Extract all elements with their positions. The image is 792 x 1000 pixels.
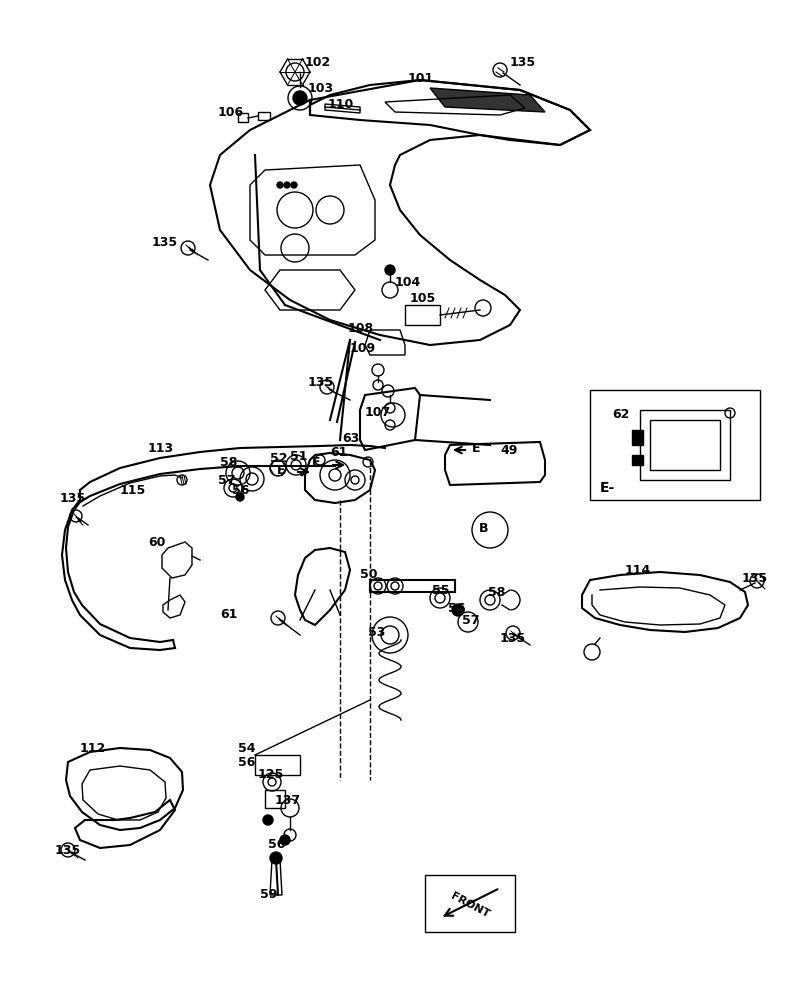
Circle shape (284, 182, 290, 188)
Text: 108: 108 (348, 322, 374, 334)
Text: E: E (472, 442, 481, 454)
Text: 135: 135 (55, 844, 81, 856)
Circle shape (270, 852, 282, 864)
Circle shape (293, 91, 307, 105)
Text: 109: 109 (350, 342, 376, 355)
Text: 102: 102 (305, 55, 331, 68)
Text: 61: 61 (220, 608, 238, 621)
Text: FRONT: FRONT (449, 891, 491, 919)
Text: 62: 62 (612, 408, 630, 422)
Text: 56: 56 (448, 601, 466, 614)
Text: 49: 49 (500, 444, 517, 456)
Text: 53: 53 (368, 626, 386, 639)
Text: 61: 61 (330, 446, 348, 458)
Text: 110: 110 (328, 99, 354, 111)
Text: 135: 135 (510, 55, 536, 68)
Text: 135: 135 (152, 235, 178, 248)
Text: E: E (311, 456, 320, 470)
Text: 135: 135 (742, 572, 768, 584)
Polygon shape (632, 430, 643, 445)
Circle shape (452, 604, 464, 616)
Text: 135: 135 (60, 491, 86, 504)
Text: 51: 51 (290, 450, 307, 462)
Circle shape (385, 265, 395, 275)
Text: 60: 60 (148, 536, 166, 548)
Text: 54: 54 (238, 742, 256, 754)
Circle shape (280, 835, 290, 845)
Text: 58: 58 (220, 456, 238, 468)
Text: 57: 57 (462, 613, 479, 626)
Text: 55: 55 (432, 584, 450, 596)
Text: 56: 56 (268, 838, 285, 852)
Text: E: E (276, 464, 285, 477)
Text: 107: 107 (365, 406, 391, 418)
Text: 56: 56 (232, 484, 249, 496)
Text: 103: 103 (308, 82, 334, 95)
Text: 137: 137 (275, 794, 301, 806)
Text: 104: 104 (395, 275, 421, 288)
Text: B: B (479, 522, 489, 534)
Text: 115: 115 (120, 484, 147, 496)
Circle shape (291, 182, 297, 188)
Text: E-: E- (600, 481, 615, 495)
Text: 112: 112 (80, 742, 106, 754)
Text: 105: 105 (410, 292, 436, 304)
Circle shape (277, 182, 283, 188)
Text: 135: 135 (308, 376, 334, 389)
Text: 125: 125 (258, 768, 284, 782)
Polygon shape (430, 88, 545, 112)
Text: 113: 113 (148, 442, 174, 454)
Text: 101: 101 (408, 72, 434, 85)
Text: 52: 52 (270, 452, 287, 464)
Text: 59: 59 (260, 888, 277, 902)
Polygon shape (632, 455, 643, 465)
Circle shape (236, 493, 244, 501)
Text: 63: 63 (342, 432, 360, 444)
Text: 114: 114 (625, 564, 651, 576)
Circle shape (263, 815, 273, 825)
Text: 56: 56 (238, 756, 255, 768)
Text: 58: 58 (488, 585, 505, 598)
Text: 106: 106 (218, 105, 244, 118)
Text: 50: 50 (360, 568, 378, 582)
Text: 135: 135 (500, 632, 526, 645)
Text: 57: 57 (218, 474, 235, 487)
